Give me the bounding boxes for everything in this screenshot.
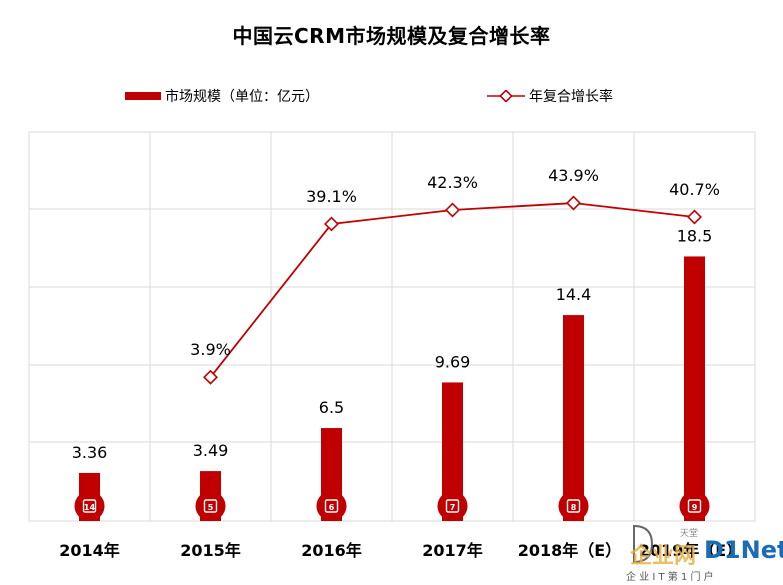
year-badge-5: [679, 491, 710, 521]
calendar-icon-3: [445, 499, 460, 513]
calendar-icon-0: [82, 499, 97, 513]
growth-line: [209, 202, 695, 378]
growth-value-label-4: 43.9%: [548, 166, 599, 185]
x-tick-label-3: 2017年: [422, 541, 483, 560]
x-tick-label-5: 2019年（E）: [639, 541, 742, 560]
watermark-graphic: [633, 524, 654, 564]
calendar-icon-5: [687, 499, 702, 513]
bar-5: [684, 256, 705, 521]
growth-marker-5: [687, 209, 702, 225]
calendar-icon-2: [324, 499, 339, 513]
year-badge-0: [74, 491, 105, 521]
year-badge-number-2: 6: [329, 503, 335, 512]
bar-value-label-2: 6.5: [319, 398, 344, 417]
watermark-main-text: 企业网: [630, 544, 697, 569]
growth-value-label-3: 42.3%: [427, 173, 478, 192]
year-badge-4: [558, 491, 589, 521]
legend-item-growth-rate: 年复合增长率: [487, 86, 613, 106]
bar-value-label-5: 18.5: [677, 226, 713, 245]
bar-value-label-4: 14.4: [556, 285, 592, 304]
year-badge-number-1: 5: [208, 503, 214, 512]
growth-value-label-1: 3.9%: [190, 340, 231, 359]
legend-bar-swatch: [125, 92, 161, 100]
calendar-icon-4: [566, 499, 581, 513]
legend-label-market-size: 市场规模（单位：亿元）: [165, 89, 319, 105]
year-badge-3: [437, 491, 468, 521]
bar-value-label-3: 9.69: [435, 352, 471, 371]
growth-marker-1: [203, 369, 218, 385]
calendar-icon-1: [203, 499, 218, 513]
year-badge-number-0: 14: [84, 503, 96, 512]
year-badge-2: [316, 491, 347, 521]
year-badge-number-3: 7: [450, 503, 456, 512]
year-badge-number-5: 9: [692, 503, 698, 512]
bar-value-label-0: 3.36: [72, 443, 108, 462]
bar-4: [563, 315, 584, 521]
watermark-sub-text: 企 业 I T 第 1 门 户: [626, 572, 714, 583]
x-tick-label-0: 2014年: [59, 541, 120, 560]
year-badge-1: [195, 491, 226, 521]
legend-line-swatch: [487, 90, 525, 102]
legend-label-growth-rate: 年复合增长率: [529, 89, 613, 105]
chart-legend: 市场规模（单位：亿元） 年复合增长率: [0, 86, 783, 112]
growth-marker-4: [566, 195, 581, 211]
growth-marker-2: [324, 216, 339, 232]
bar-3: [442, 382, 463, 521]
legend-item-market-size: 市场规模（单位：亿元）: [125, 86, 319, 106]
growth-value-label-2: 39.1%: [306, 187, 357, 206]
growth-value-label-5: 40.7%: [669, 180, 720, 199]
growth-marker-3: [445, 202, 460, 218]
watermark-brand-text: D1Net: [704, 536, 783, 564]
x-tick-label-4: 2018年（E）: [518, 541, 621, 560]
watermark-mini-text: 天堂: [680, 529, 699, 539]
watermark-logo: 企业网 天堂 D1Net 企 业 I T 第 1 门 户: [622, 524, 783, 583]
chart-title: 中国云CRM市场规模及复合增长率: [232, 24, 551, 48]
x-tick-label-1: 2015年: [180, 541, 241, 560]
bar-value-label-1: 3.49: [193, 441, 229, 460]
x-tick-label-2: 2016年: [301, 541, 362, 560]
year-badge-number-4: 8: [571, 503, 577, 512]
